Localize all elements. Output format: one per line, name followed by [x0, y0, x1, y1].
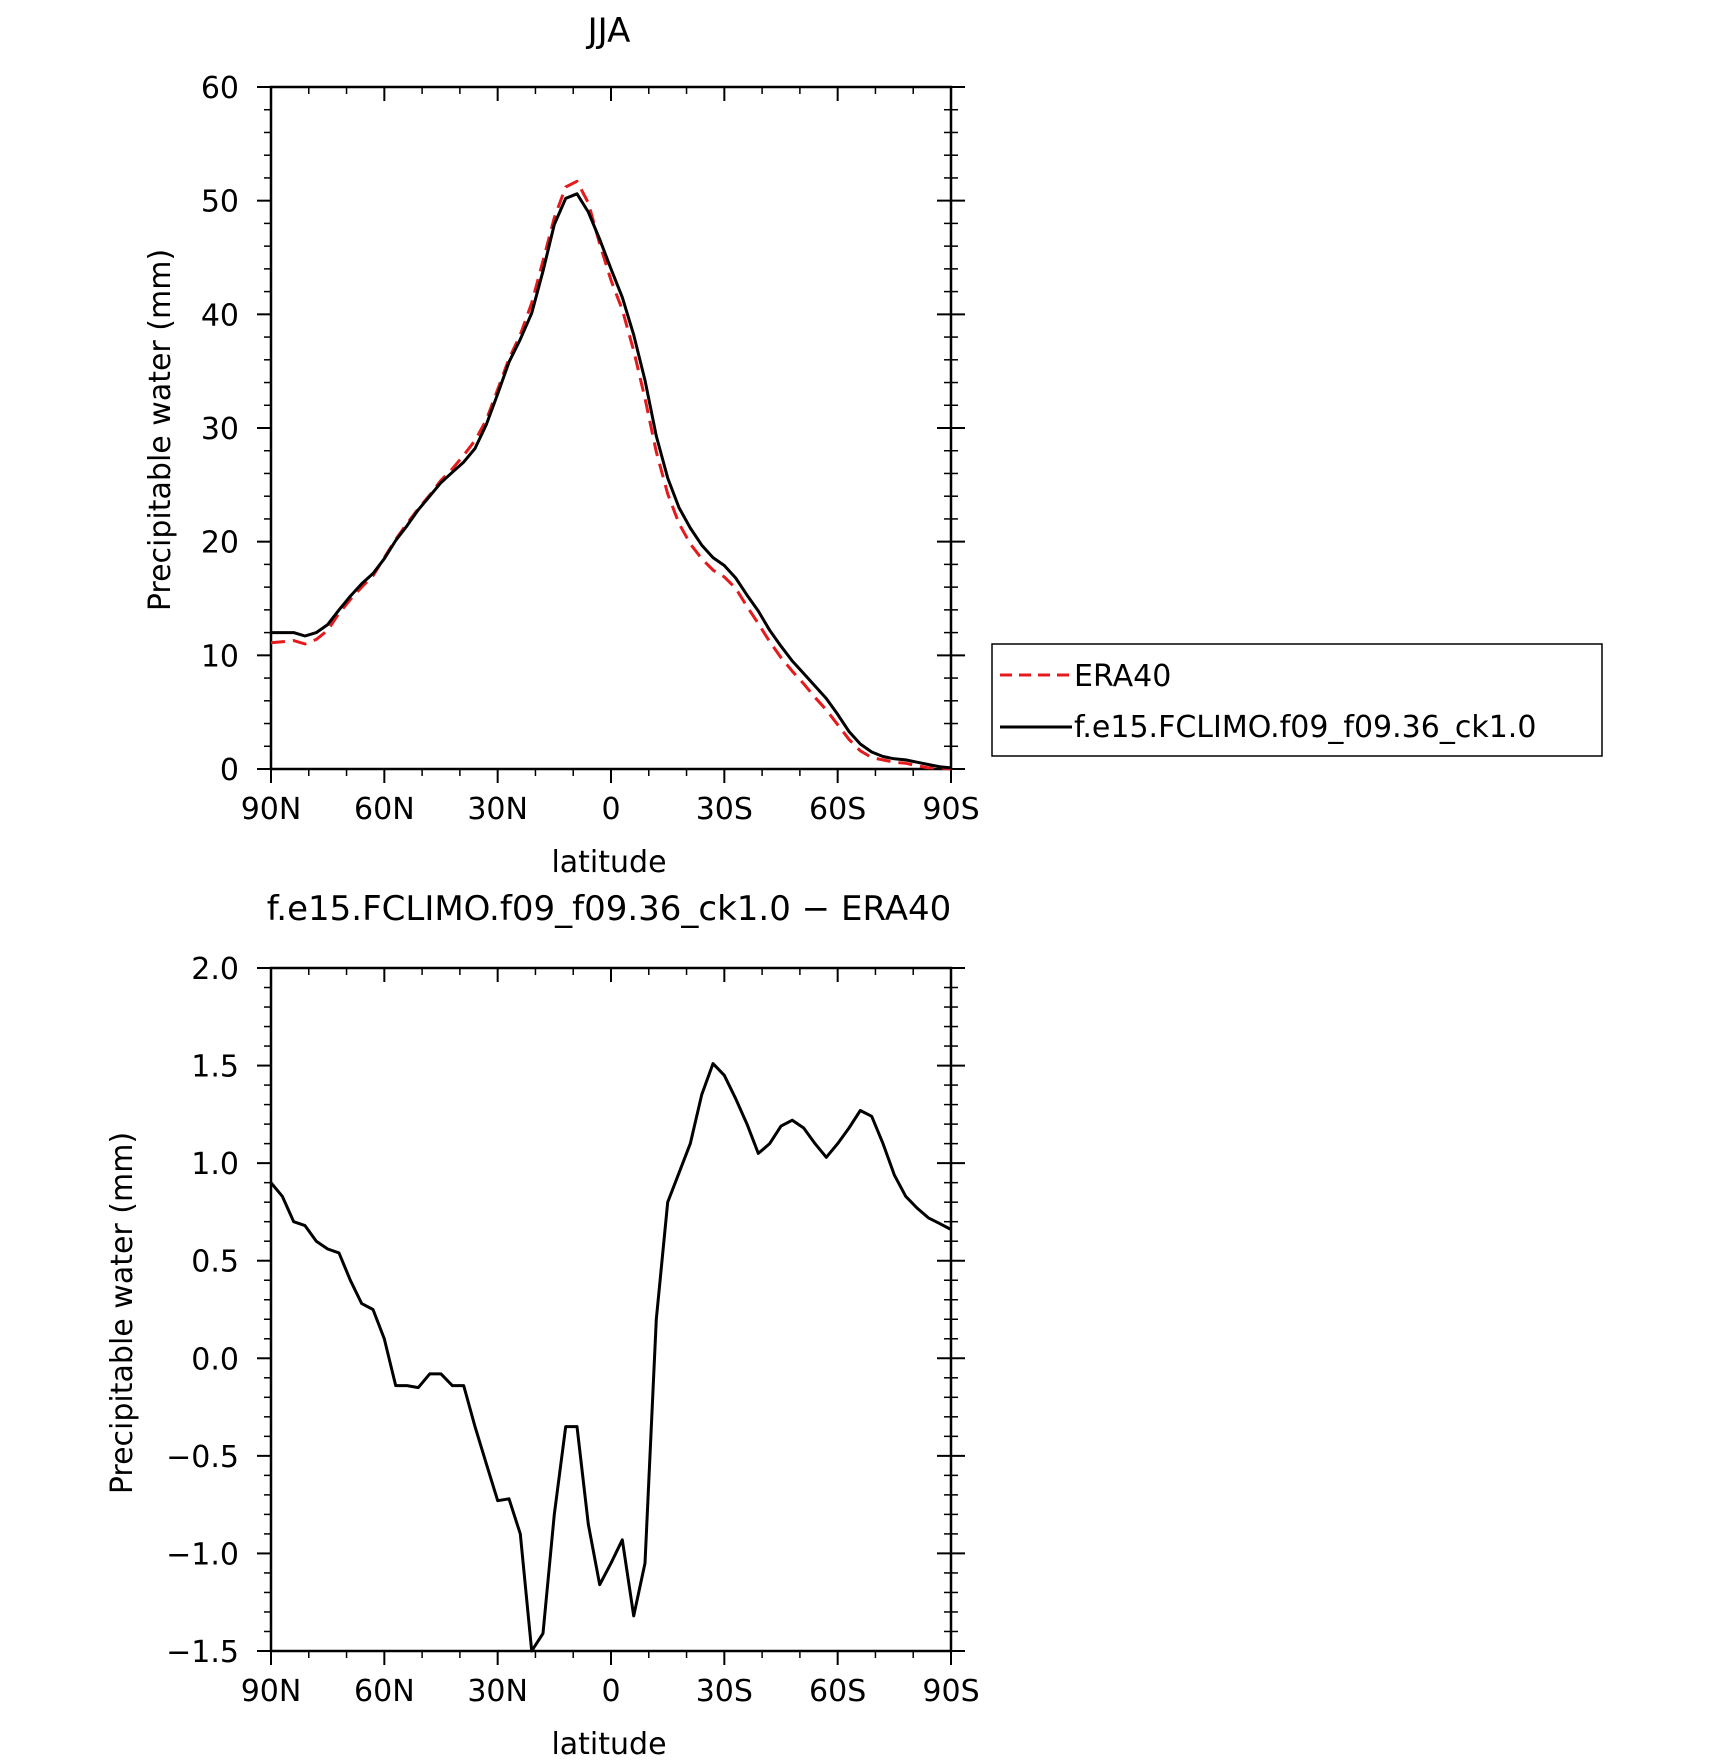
y-tick-label: 0.5 [191, 1245, 239, 1280]
legend: ERA40 f.e15.FCLIMO.f09_f09.36_ck1.0 [991, 643, 1603, 757]
y-tick-label: 30 [201, 412, 239, 447]
y-tick-label: 20 [201, 526, 239, 561]
x-tick-label: 90S [922, 1674, 979, 1709]
chart-title: JJA [586, 11, 631, 51]
x-tick-label: 60S [809, 1674, 866, 1709]
series-line-difference [269, 1062, 952, 1653]
x-tick-label: 60N [354, 792, 415, 827]
y-tick-label: 60 [201, 71, 239, 106]
y-tick-label: 1.5 [191, 1050, 239, 1085]
y-tick-label: 50 [201, 185, 239, 220]
series-line-f-e15-fclimo-f09-f09-36-ck1-0 [271, 192, 952, 770]
x-tick-label: 30S [696, 792, 753, 827]
y-tick-label: 0.0 [191, 1342, 239, 1377]
x-tick-label: 0 [601, 1674, 620, 1709]
panel-jja: JJA 90N 60N 30N 0 30S 60S 90S 0 10 20 30 40 50 60 lat… [143, 11, 980, 880]
y-axis-title: Precipitable water (mm) [143, 249, 178, 611]
y-tick-label: 40 [201, 298, 239, 333]
y-tick-label: 1.0 [191, 1147, 239, 1182]
plot-area: 90N 60N 30N 0 30S 60S 90S −1.5 −1.0 −0.5 0.0 0.5 1.0… [166, 952, 979, 1709]
y-tick-label: −0.5 [166, 1440, 239, 1475]
y-tick-label: 2.0 [191, 952, 239, 987]
y-tick-label: −1.0 [166, 1537, 239, 1572]
x-tick-label: 90N [241, 792, 302, 827]
x-tick-label: 90N [241, 1674, 302, 1709]
y-tick-label: 0 [220, 753, 239, 788]
legend-label-model: f.e15.FCLIMO.f09_f09.36_ck1.0 [1074, 710, 1536, 745]
plot-frame [269, 85, 953, 771]
x-tick-label: 60N [354, 1674, 415, 1709]
x-tick-label: 30N [467, 792, 528, 827]
x-tick-label: 0 [601, 792, 620, 827]
legend-box [991, 643, 1603, 757]
chart-title: f.e15.FCLIMO.f09_f09.36_ck1.0 − ERA40 [267, 889, 951, 929]
x-tick-label: 30S [696, 1674, 753, 1709]
y-axis-title: Precipitable water (mm) [105, 1132, 140, 1494]
x-tick-label: 30N [467, 1674, 528, 1709]
y-tick-label: 10 [201, 639, 239, 674]
y-tick-label: −1.5 [166, 1635, 239, 1670]
panel-difference: f.e15.FCLIMO.f09_f09.36_ck1.0 − ERA40 90… [105, 889, 980, 1762]
series-line-era40 [270, 179, 952, 771]
x-axis-title: latitude [551, 845, 666, 880]
x-axis-title: latitude [551, 1727, 666, 1762]
plot-area: 90N 60N 30N 0 30S 60S 90S 0 10 20 30 40 50 60 [201, 71, 980, 827]
legend-label-era40: ERA40 [1074, 659, 1171, 694]
x-tick-label: 60S [809, 792, 866, 827]
x-tick-label: 90S [922, 792, 979, 827]
